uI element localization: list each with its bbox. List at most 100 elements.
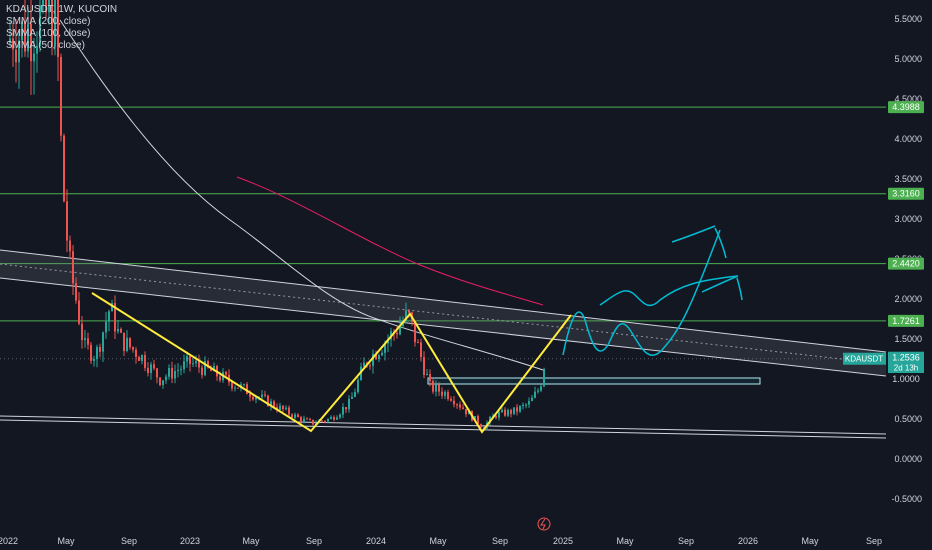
candle-body	[45, 0, 47, 13]
candle-body	[255, 397, 257, 400]
candle-body	[495, 415, 497, 418]
candle-body	[498, 412, 500, 418]
level-price-label: 1.7261	[892, 316, 920, 326]
candle-body	[273, 401, 275, 408]
candle-body	[414, 321, 416, 343]
projection-path-upper	[562, 229, 721, 357]
channel-band	[0, 250, 886, 376]
x-tick-label: Sep	[678, 536, 694, 546]
legend-ma-200: SMMA (200, close)	[6, 16, 91, 27]
candle-body	[243, 384, 245, 386]
candle-body	[102, 332, 104, 352]
y-tick-label: 0.0000	[894, 454, 922, 464]
symbol-tag-bg	[843, 352, 886, 365]
candle-body	[165, 376, 167, 381]
support-line-a	[0, 415, 887, 435]
candle-body	[168, 368, 170, 377]
candle-body	[42, 0, 44, 6]
candle-body	[408, 310, 410, 313]
candle-body	[210, 367, 212, 372]
candle-body	[417, 342, 419, 344]
candle-body	[72, 251, 74, 284]
candle-body	[186, 356, 188, 362]
candle-body	[363, 362, 365, 367]
candle-body	[192, 363, 194, 365]
candle-body	[117, 328, 119, 332]
level-price-tag	[888, 101, 924, 114]
level-price-tag	[888, 314, 924, 327]
pattern-line	[91, 292, 572, 434]
candle-body	[18, 40, 20, 63]
candle-body	[429, 374, 431, 381]
x-tick-label: May	[801, 536, 819, 546]
candle-body	[108, 311, 110, 322]
candle-body	[204, 361, 206, 376]
candle-body	[75, 283, 77, 301]
candle-body	[132, 347, 134, 350]
candle-body	[237, 387, 239, 389]
candle-body	[63, 135, 65, 202]
y-tick-label: 2.0000	[894, 294, 922, 304]
candle-body	[126, 337, 128, 351]
y-tick-label: 3.5000	[894, 174, 922, 184]
candle-body	[357, 379, 359, 393]
candle-body	[309, 418, 311, 420]
price-tag-value: 1.2536	[892, 353, 920, 363]
candle-body	[261, 394, 263, 398]
candle-body	[459, 404, 461, 408]
candle-body	[384, 343, 386, 353]
candle-body	[120, 328, 122, 333]
legend: KDAUSDT, 1W, KUCOIN SMMA (200, close) SM…	[6, 4, 117, 52]
candle-body	[453, 400, 455, 405]
candle-body	[12, 38, 14, 50]
candle-body	[279, 405, 281, 410]
candle-body	[207, 361, 209, 368]
y-tick-label: 5.0000	[894, 54, 922, 64]
x-tick-label: May	[242, 536, 260, 546]
candle-body	[381, 352, 383, 356]
channel-lower-line	[0, 277, 887, 377]
candle-body	[531, 397, 533, 402]
candle-body	[54, 0, 56, 47]
candle-body	[114, 303, 116, 332]
candle-body	[33, 53, 35, 62]
candle-body	[270, 401, 272, 407]
y-tick-label: 3.0000	[894, 214, 922, 224]
candle-body	[423, 357, 425, 376]
y-tick-label: 4.5000	[894, 94, 922, 104]
x-tick-label: May	[429, 536, 447, 546]
candle-body	[306, 418, 308, 420]
candle-body	[330, 417, 332, 419]
candle-body	[474, 416, 476, 421]
y-tick-label: -0.5000	[891, 494, 922, 504]
candle-body	[540, 386, 542, 391]
candle-body	[180, 369, 182, 371]
level-price-tag	[888, 257, 924, 270]
candle-body	[147, 367, 149, 373]
candle-body	[36, 45, 38, 54]
candle-body	[372, 353, 374, 366]
candle-body	[246, 384, 248, 395]
candle-body	[507, 409, 509, 416]
candle-body	[396, 332, 398, 335]
candle-body	[420, 342, 422, 358]
projection-arrowhead-d	[736, 277, 743, 301]
y-tick-label: 1.5000	[894, 334, 922, 344]
x-tick-label: May	[57, 536, 75, 546]
candle-body	[99, 346, 101, 352]
candle-body	[516, 407, 518, 412]
x-tick-label: Sep	[492, 536, 508, 546]
price-tag-countdown: 2d 13h	[894, 364, 918, 373]
candle-body	[441, 391, 443, 396]
candle-body	[27, 23, 29, 52]
candle-body	[534, 391, 536, 398]
candle-body	[462, 407, 464, 409]
candle-body	[48, 0, 50, 13]
candle-body	[504, 409, 506, 416]
candle-body	[198, 361, 200, 368]
projection-arrowhead-c	[701, 275, 739, 293]
tick-box	[888, 373, 924, 385]
candle-body	[375, 353, 377, 360]
candle-body	[510, 409, 512, 414]
